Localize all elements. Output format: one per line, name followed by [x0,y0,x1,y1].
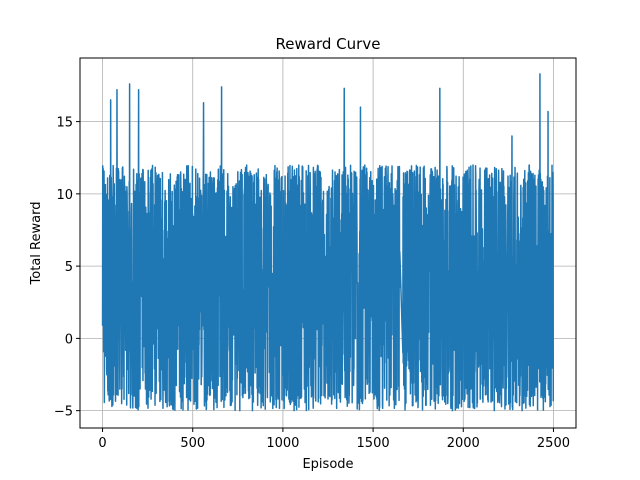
x-tick-label: 2000 [447,436,480,451]
y-tick-label: 5 [65,260,73,275]
y-axis-label: Total Reward [29,202,44,286]
y-tick-label: 15 [56,116,73,131]
chart-title: Reward Curve [276,35,381,53]
y-tick-label: −5 [54,405,73,420]
x-tick-label: 1000 [266,436,299,451]
ticks: 0 500 1000 1500 2000 2500 −5 0 5 10 15 [54,116,570,451]
x-axis-label: Episode [302,457,353,472]
x-tick-label: 500 [180,436,205,451]
x-tick-label: 0 [98,436,106,451]
axes-frame [79,57,577,429]
y-tick-label: 0 [65,332,73,347]
plot-area [101,73,555,412]
reward-series-line [101,73,555,412]
y-tick-label: 10 [56,188,73,203]
x-tick-label: 1500 [357,436,390,451]
x-tick-label: 2500 [537,436,570,451]
